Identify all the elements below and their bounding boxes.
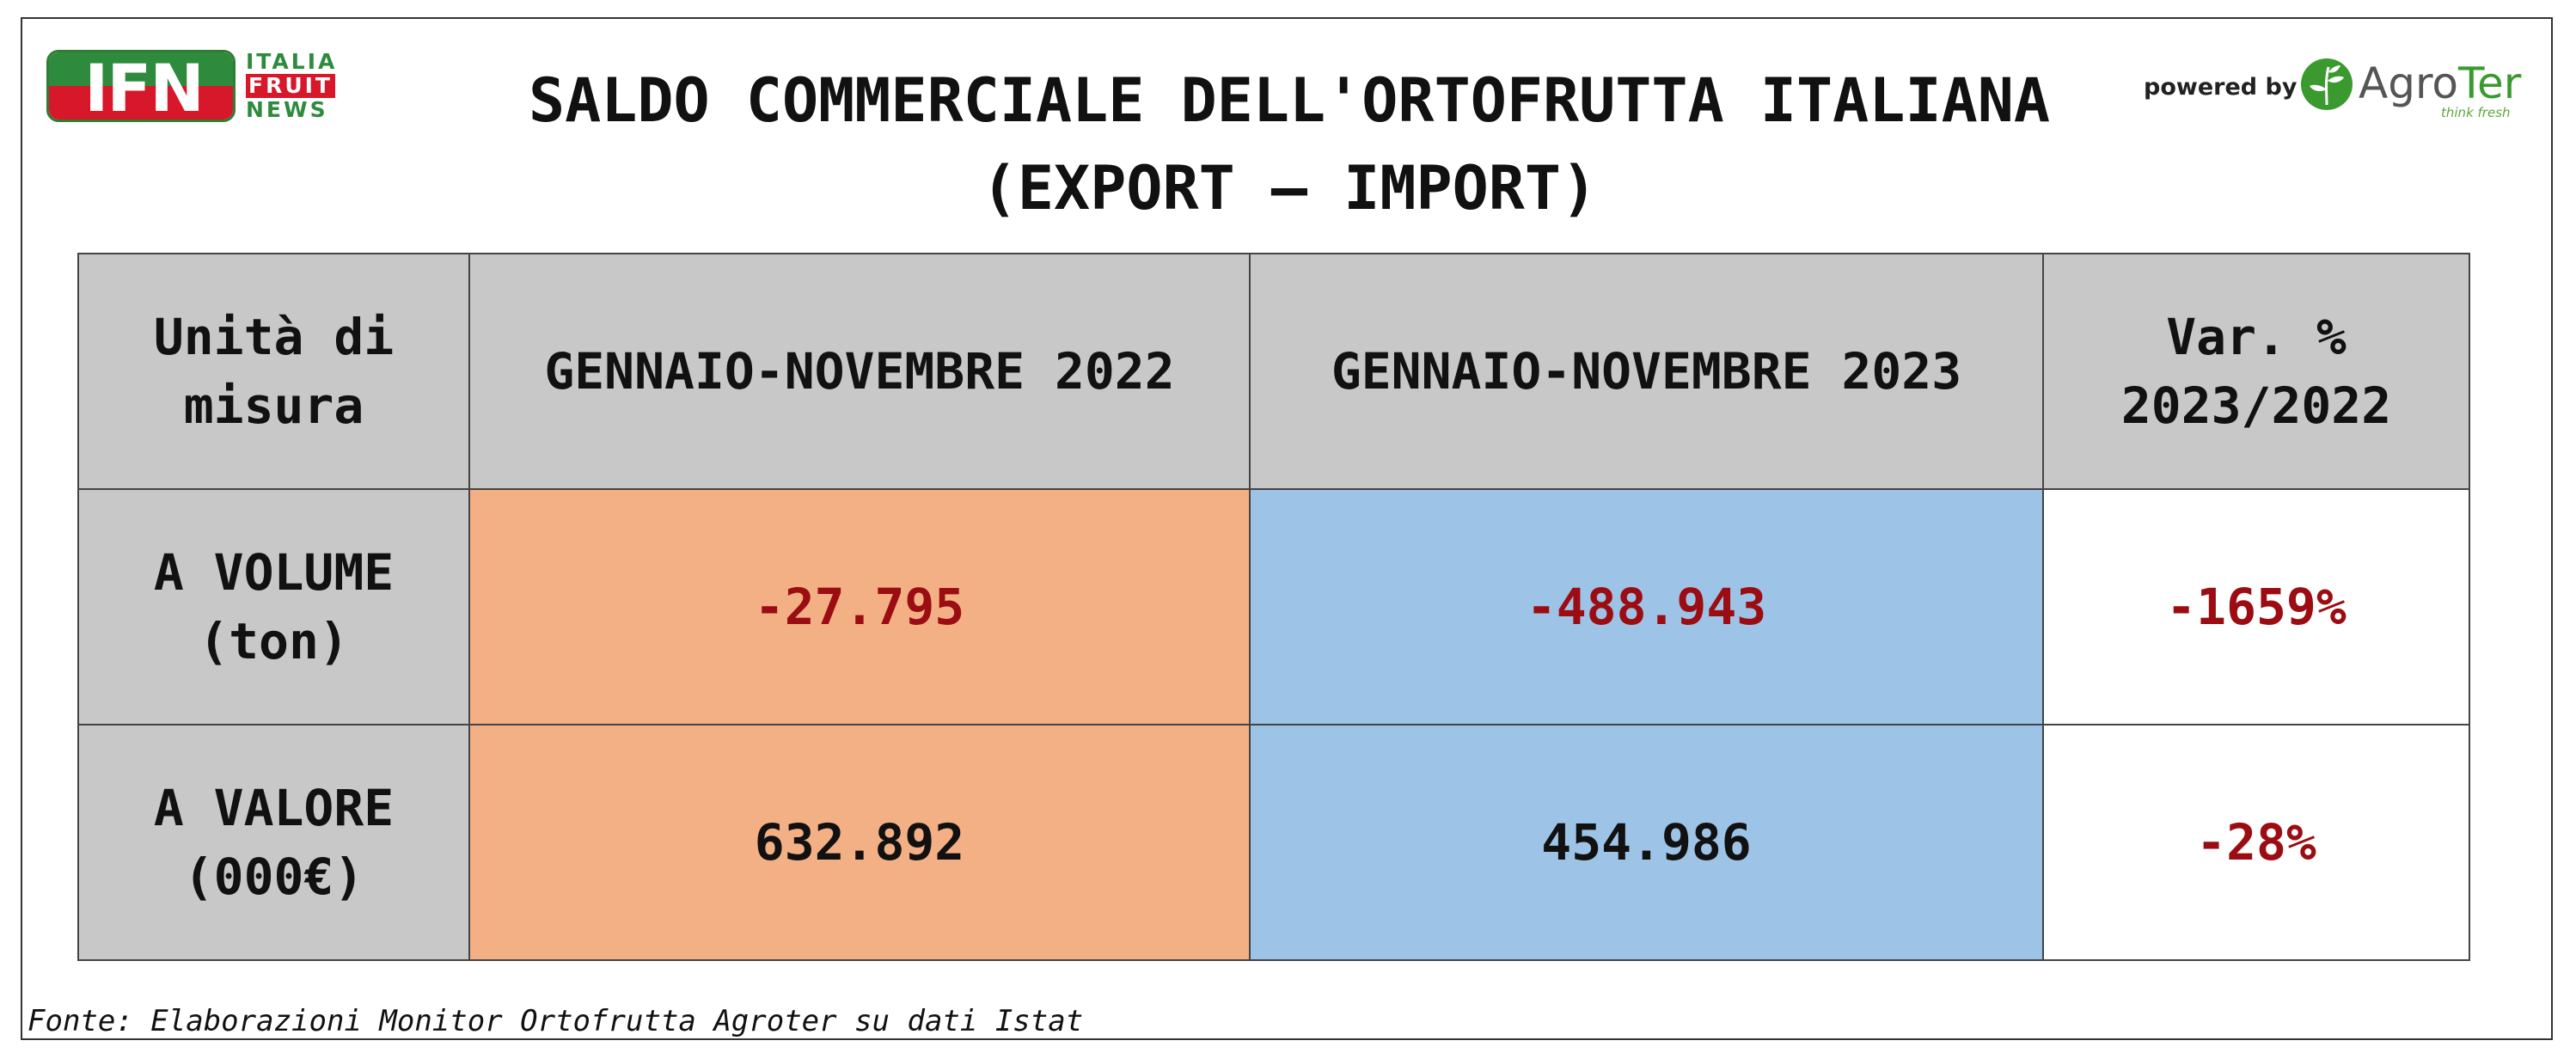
- cell-value-2023: 454.986: [1249, 724, 2044, 961]
- source-note: Fonte: Elaborazioni Monitor Ortofrutta A…: [28, 1004, 1084, 1038]
- ifn-logo-badge: IFN: [46, 50, 236, 122]
- header-2022: GENNAIO-NOVEMBRE 2022: [468, 253, 1251, 490]
- table-row-value: A VALORE (000€) 632.892 454.986 -28%: [77, 724, 2470, 961]
- cell-volume-variation: -1659%: [2042, 488, 2470, 725]
- header-2023: GENNAIO-NOVEMBRE 2023: [1249, 253, 2044, 490]
- agroter-leaf-icon: [2301, 58, 2353, 110]
- ifn-logo-news: NEWS: [246, 97, 328, 122]
- row-label-value: A VALORE (000€): [77, 724, 470, 961]
- header-variation: Var. % 2023/2022: [2042, 253, 2470, 490]
- infographic-frame: [21, 17, 2553, 1040]
- page-title-line1: SALDO COMMERCIALE DELL'ORTOFRUTTA ITALIA…: [528, 65, 2051, 136]
- agroter-brand-a: Agro: [2359, 58, 2458, 108]
- cell-value-variation: -28%: [2042, 724, 2470, 961]
- agroter-tagline: think fresh: [2441, 105, 2511, 120]
- cell-volume-2023: -488.943: [1249, 488, 2044, 725]
- page-title-line2: (EXPORT – IMPORT): [981, 153, 1598, 223]
- row-label-volume: A VOLUME (ton): [77, 488, 470, 725]
- table-header-row: Unità di misura GENNAIO-NOVEMBRE 2022 GE…: [77, 253, 2470, 490]
- ifn-logo-letters: IFN: [84, 50, 205, 122]
- cell-volume-2022: -27.795: [468, 488, 1251, 725]
- ifn-logo-words: ITALIA FRUIT NEWS: [246, 50, 366, 122]
- page-title: SALDO COMMERCIALE DELL'ORTOFRUTTA ITALIA…: [361, 57, 2218, 232]
- trade-balance-table: Unità di misura GENNAIO-NOVEMBRE 2022 GE…: [77, 253, 2470, 961]
- agroter-brand-b: Ter: [2458, 58, 2522, 108]
- ifn-logo: IFN ITALIA FRUIT NEWS: [46, 50, 364, 122]
- powered-by-label: powered by: [2144, 74, 2298, 101]
- header-unit: Unità di misura: [77, 253, 470, 490]
- agroter-brand: AgroTer: [2359, 58, 2521, 108]
- ifn-logo-italia: ITALIA: [246, 49, 338, 74]
- cell-value-2022: 632.892: [468, 724, 1251, 961]
- ifn-logo-fruit: FRUIT: [246, 74, 335, 98]
- table-row-volume: A VOLUME (ton) -27.795 -488.943 -1659%: [77, 488, 2470, 725]
